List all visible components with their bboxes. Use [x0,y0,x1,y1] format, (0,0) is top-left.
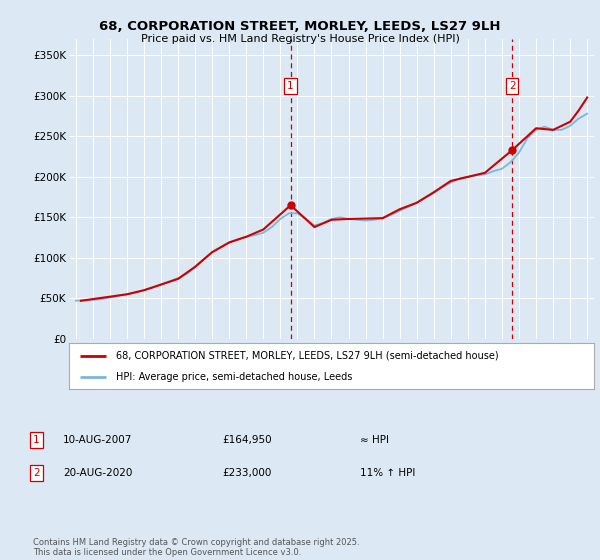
Text: 2: 2 [509,81,515,91]
Text: Contains HM Land Registry data © Crown copyright and database right 2025.
This d: Contains HM Land Registry data © Crown c… [33,538,359,557]
Text: 68, CORPORATION STREET, MORLEY, LEEDS, LS27 9LH: 68, CORPORATION STREET, MORLEY, LEEDS, L… [99,20,501,32]
Text: HPI: Average price, semi-detached house, Leeds: HPI: Average price, semi-detached house,… [116,372,353,382]
Text: 68, CORPORATION STREET, MORLEY, LEEDS, LS27 9LH (semi-detached house): 68, CORPORATION STREET, MORLEY, LEEDS, L… [116,351,499,361]
Text: £233,000: £233,000 [222,468,271,478]
Text: £164,950: £164,950 [222,435,272,445]
Text: 1: 1 [33,435,40,445]
Text: 10-AUG-2007: 10-AUG-2007 [63,435,133,445]
Text: ≈ HPI: ≈ HPI [360,435,389,445]
Text: 2: 2 [33,468,40,478]
Text: 11% ↑ HPI: 11% ↑ HPI [360,468,415,478]
Text: 1: 1 [287,81,294,91]
Text: Price paid vs. HM Land Registry's House Price Index (HPI): Price paid vs. HM Land Registry's House … [140,34,460,44]
Text: 20-AUG-2020: 20-AUG-2020 [63,468,133,478]
